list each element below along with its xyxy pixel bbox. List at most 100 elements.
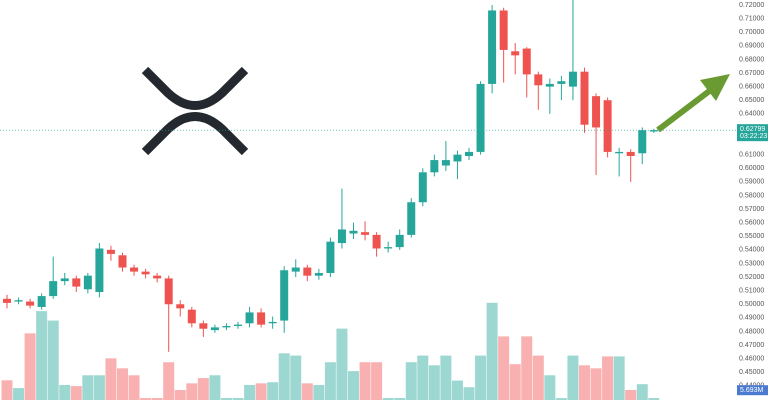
volume-bar [36,311,48,400]
price-label-box [737,124,768,142]
y-tick-label: 0.55000 [739,233,764,240]
volume-bar [13,388,25,400]
volume-bar [59,385,71,400]
candle-body [638,130,647,154]
candle-body [568,71,577,87]
volume-bar [105,358,117,400]
volume-bar [197,378,209,400]
candle-body [418,172,427,203]
candle-body [430,160,439,173]
candle-body [603,100,612,152]
y-tick-label: 0.67000 [739,70,764,77]
candle-body [95,248,104,293]
y-tick-label: 0.64000 [739,111,764,118]
volume-bar [244,385,256,400]
candle-body [522,48,531,75]
volume-bar [174,390,186,400]
y-tick-label: 0.54000 [739,247,764,254]
volume-label: 5.693M [740,387,764,394]
candle-body [453,154,462,162]
candle-body [314,272,323,276]
candle-body [337,229,346,244]
y-tick-label: 0.59000 [739,179,764,186]
volume-bar [70,386,82,400]
volume-bar [93,375,105,400]
volume-bar [579,365,590,400]
volume-bar [636,384,648,400]
candle-body [534,74,543,86]
candle-body [545,83,554,87]
candle-body [580,71,589,125]
y-tick-label: 0.46000 [739,355,764,362]
volume-bar [255,383,267,400]
y-tick-label: 0.48000 [739,328,764,335]
volume-bar [359,362,371,400]
arrow-shaft [656,86,714,133]
candle-body [291,267,300,272]
volume-bar [47,320,59,400]
candle-body [3,298,11,303]
volume-bar [521,336,533,400]
volume-bar [475,355,487,400]
candle-body [222,326,231,328]
volume-bar [336,328,348,400]
volume-bar [602,356,614,400]
volume-bar [128,375,140,400]
volume-bar [220,398,232,400]
volume-bar [151,398,163,400]
arrow-head [700,74,730,101]
candle-body [26,301,35,306]
volume-bar [567,355,579,400]
volume-bar [24,333,36,400]
candle-body [199,323,208,329]
volume-bar [590,368,602,400]
y-tick-label: 0.50000 [739,301,764,308]
y-tick-label: 0.52000 [739,274,764,281]
y-tick-label: 0.51000 [739,287,764,294]
volume-bar [544,375,556,400]
candle-body [499,10,508,50]
candle-body [303,267,312,276]
candle-body [361,232,370,235]
volume-bar [301,383,313,400]
y-tick-label: 0.65000 [739,97,764,104]
trend-arrow [656,74,730,133]
volume-bar [509,364,521,400]
candle-body [14,300,23,302]
logo-top [141,66,249,110]
y-tick-label: 0.60000 [739,165,764,172]
candle-body [130,267,139,272]
y-tick-label: 0.69000 [739,43,764,50]
candle-body [626,151,635,157]
volume-bar [625,390,637,400]
volume-bar [163,362,175,400]
y-tick-label: 0.72000 [739,2,764,9]
volume-bar [278,353,290,400]
candle-body [615,151,624,154]
y-tick-label: 0.47000 [739,342,764,349]
candle-body [83,275,92,290]
volume-bar [451,380,463,400]
volume-bar [382,398,394,400]
y-tick-label: 0.53000 [739,260,764,267]
volume-bar [463,387,475,400]
candle-body [395,234,404,248]
candle-body [141,271,150,275]
volume-bar [209,375,221,400]
candle-body [465,151,473,157]
volume-bar [117,368,128,400]
candle-body [37,296,46,307]
logo-bottom [141,112,249,156]
volume-bar [417,355,429,400]
volume-bar [532,355,544,400]
volume-bar [405,362,417,400]
volume-bar [140,398,152,400]
candle-body [49,281,58,297]
y-tick-label: 0.49000 [739,315,764,322]
countdown: 03:22:23 [740,133,767,140]
volume-bar [290,355,302,400]
candle-body [257,312,266,325]
candle-body [245,312,254,324]
